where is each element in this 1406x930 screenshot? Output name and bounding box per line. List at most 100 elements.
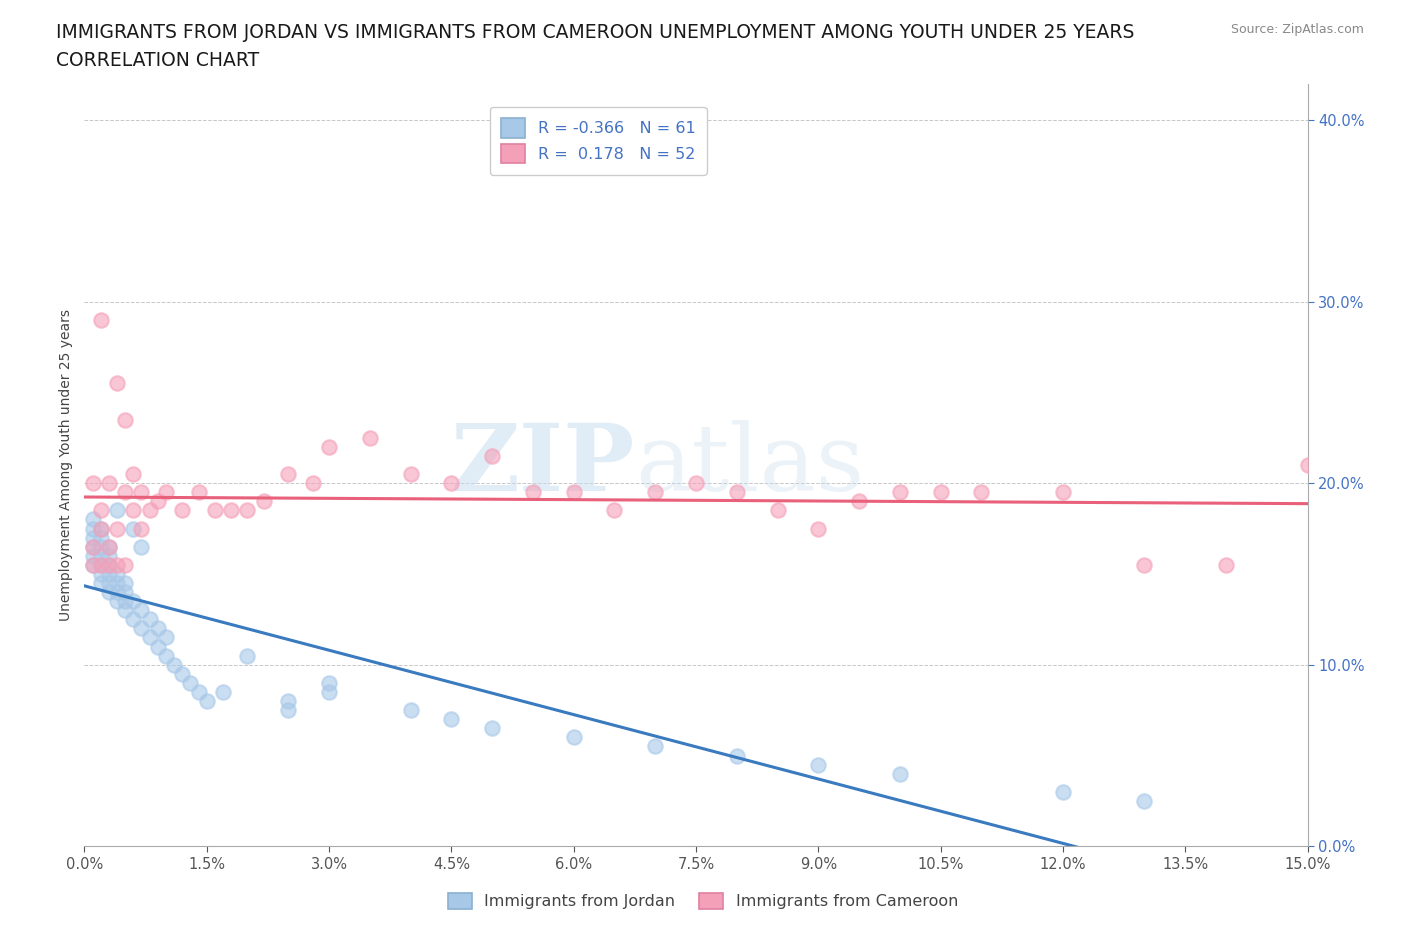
Point	[90, 566, 112, 581]
Point	[131, 621, 153, 636]
Point	[301, 476, 323, 491]
Point	[97, 566, 120, 581]
Point	[82, 539, 104, 554]
Point	[889, 766, 911, 781]
Point	[82, 476, 104, 491]
Point	[114, 585, 136, 600]
Point	[1296, 458, 1319, 472]
Point	[155, 630, 177, 644]
Point	[90, 557, 112, 572]
Point	[97, 476, 120, 491]
Point	[929, 485, 952, 499]
Point	[155, 648, 177, 663]
Point	[138, 612, 160, 627]
Text: atlas: atlas	[636, 420, 865, 510]
Point	[138, 630, 160, 644]
Point	[807, 757, 830, 772]
Point	[562, 730, 585, 745]
Point	[522, 485, 544, 499]
Point	[122, 612, 145, 627]
Point	[146, 621, 169, 636]
Point	[970, 485, 993, 499]
Point	[318, 439, 340, 454]
Text: IMMIGRANTS FROM JORDAN VS IMMIGRANTS FROM CAMEROON UNEMPLOYMENT AMONG YOUTH UNDE: IMMIGRANTS FROM JORDAN VS IMMIGRANTS FRO…	[56, 23, 1135, 42]
Point	[122, 521, 145, 536]
Point	[359, 431, 381, 445]
Point	[90, 312, 112, 327]
Text: CORRELATION CHART: CORRELATION CHART	[56, 51, 260, 70]
Point	[1215, 557, 1237, 572]
Point	[90, 503, 112, 518]
Point	[219, 503, 242, 518]
Point	[114, 485, 136, 499]
Point	[82, 539, 104, 554]
Point	[90, 576, 112, 591]
Text: Source: ZipAtlas.com: Source: ZipAtlas.com	[1230, 23, 1364, 36]
Point	[131, 485, 153, 499]
Point	[172, 503, 194, 518]
Point	[277, 703, 299, 718]
Legend: R = -0.366   N = 61, R =  0.178   N = 52: R = -0.366 N = 61, R = 0.178 N = 52	[489, 107, 707, 175]
Point	[114, 576, 136, 591]
Point	[131, 521, 153, 536]
Point	[1133, 557, 1156, 572]
Point	[644, 485, 666, 499]
Point	[82, 521, 104, 536]
Point	[105, 503, 128, 518]
Point	[90, 521, 112, 536]
Point	[195, 694, 218, 709]
Point	[105, 521, 128, 536]
Point	[114, 603, 136, 618]
Point	[685, 476, 707, 491]
Point	[1052, 485, 1074, 499]
Point	[725, 748, 748, 763]
Point	[114, 412, 136, 427]
Point	[277, 694, 299, 709]
Point	[440, 476, 463, 491]
Point	[82, 549, 104, 564]
Point	[90, 539, 112, 554]
Point	[146, 494, 169, 509]
Point	[481, 721, 503, 736]
Point	[105, 376, 128, 391]
Point	[277, 467, 299, 482]
Point	[97, 557, 120, 572]
Point	[90, 530, 112, 545]
Point	[97, 539, 120, 554]
Point	[481, 448, 503, 463]
Point	[172, 667, 194, 682]
Point	[399, 703, 422, 718]
Point	[114, 593, 136, 608]
Point	[253, 494, 276, 509]
Point	[318, 684, 340, 699]
Point	[399, 467, 422, 482]
Point	[105, 557, 128, 572]
Point	[82, 557, 104, 572]
Point	[562, 485, 585, 499]
Legend: Immigrants from Jordan, Immigrants from Cameroon: Immigrants from Jordan, Immigrants from …	[440, 884, 966, 917]
Point	[105, 576, 128, 591]
Point	[1133, 793, 1156, 808]
Point	[97, 576, 120, 591]
Point	[114, 557, 136, 572]
Text: ZIP: ZIP	[450, 420, 636, 510]
Point	[212, 684, 235, 699]
Point	[179, 675, 201, 690]
Point	[603, 503, 626, 518]
Point	[187, 684, 209, 699]
Point	[138, 503, 160, 518]
Point	[90, 521, 112, 536]
Point	[1052, 784, 1074, 799]
Point	[155, 485, 177, 499]
Point	[105, 593, 128, 608]
Point	[105, 566, 128, 581]
Point	[122, 593, 145, 608]
Point	[122, 503, 145, 518]
Point	[644, 739, 666, 754]
Point	[204, 503, 226, 518]
Point	[90, 549, 112, 564]
Point	[848, 494, 870, 509]
Point	[725, 485, 748, 499]
Point	[807, 521, 830, 536]
Point	[236, 648, 259, 663]
